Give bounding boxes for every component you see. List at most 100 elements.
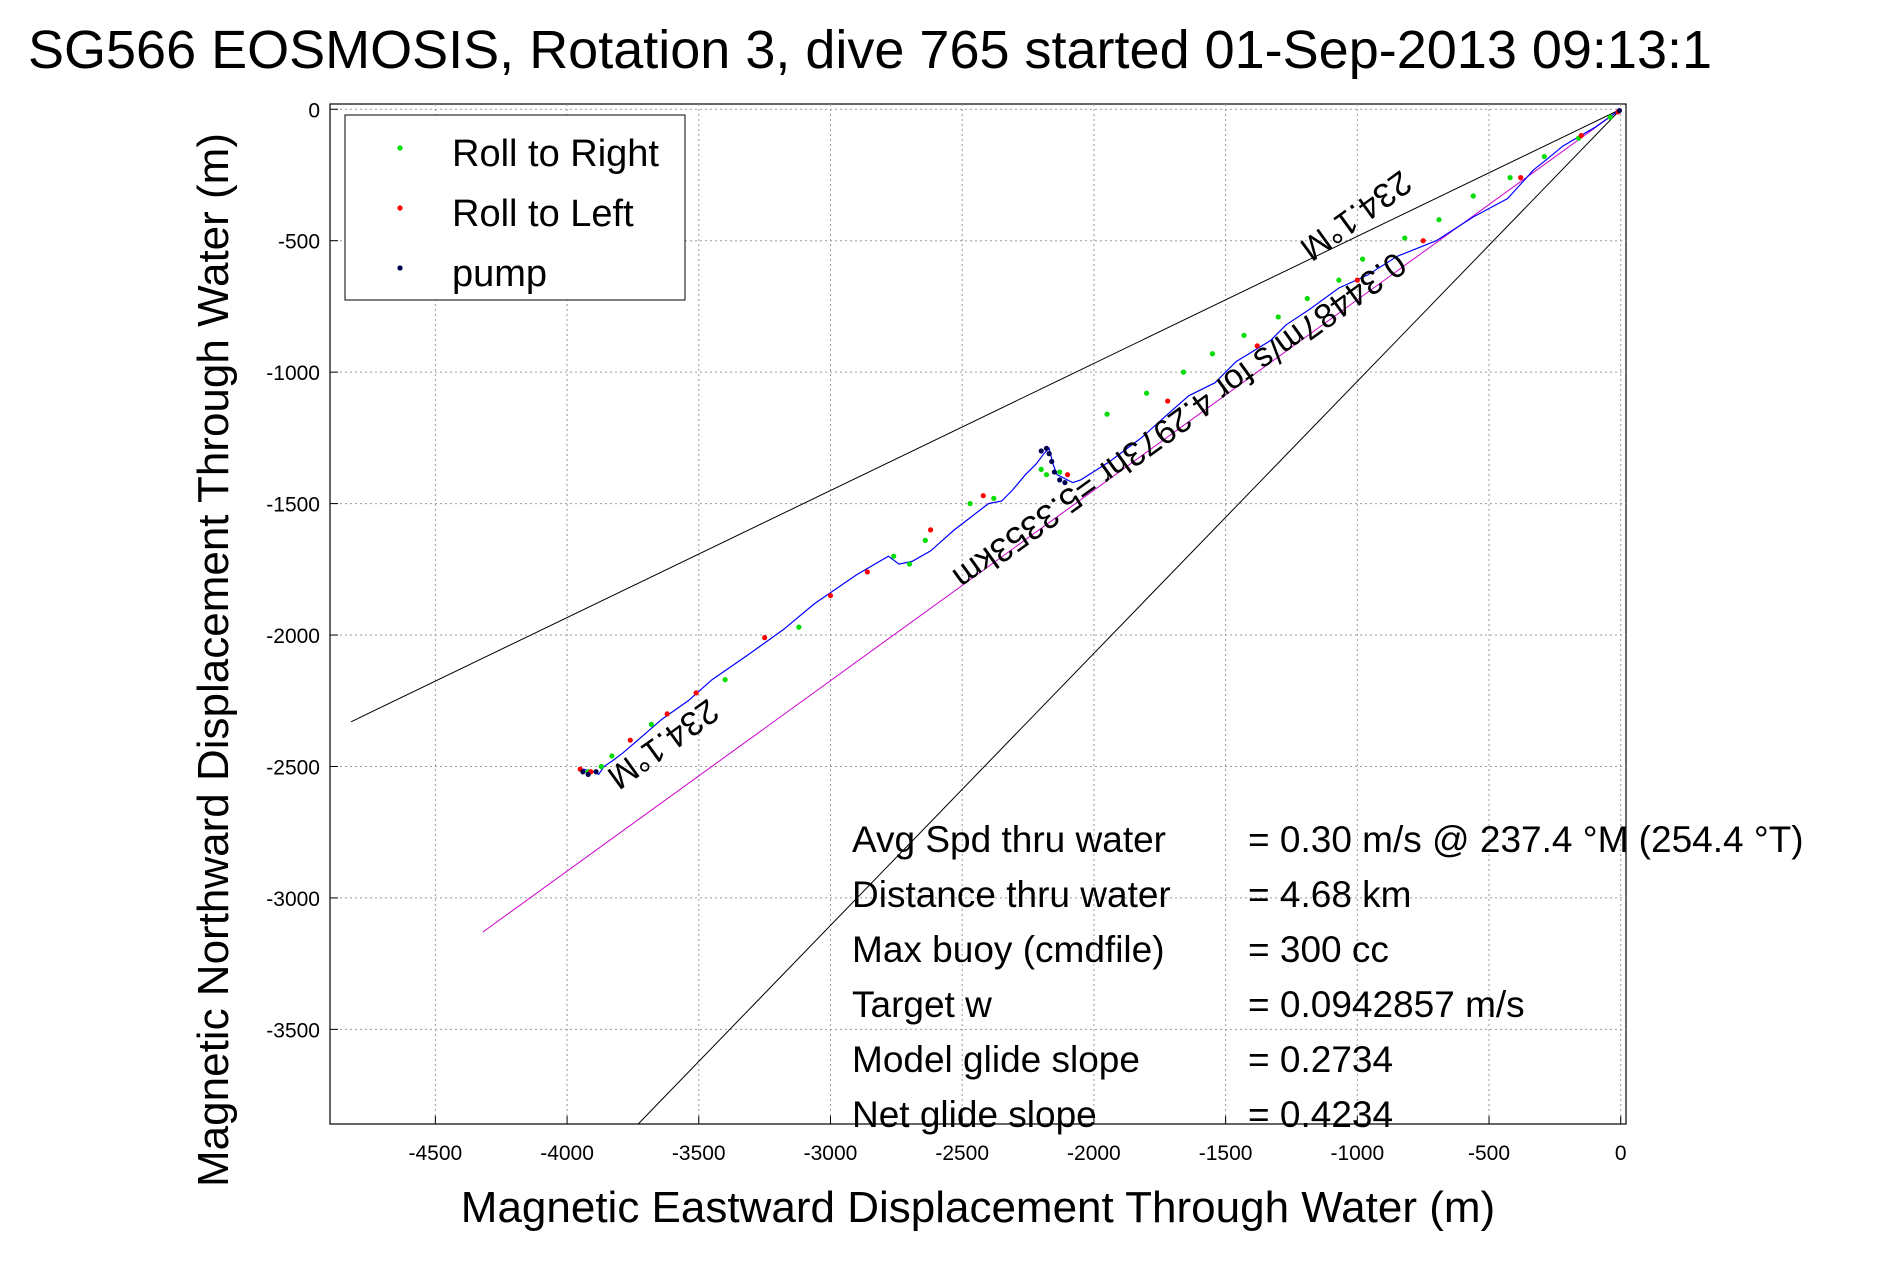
roll-right-point [1241, 332, 1247, 338]
roll-left-point [827, 592, 834, 599]
roll-right-point [906, 561, 913, 567]
stat-label: Net glide slope [852, 1094, 1097, 1135]
roll-left-point [762, 635, 768, 641]
stat-value: = 0.0942857 m/s [1248, 984, 1525, 1025]
roll-right-point [648, 721, 654, 728]
roll-right-point [1209, 351, 1216, 357]
x-tick-label: -3000 [804, 1142, 858, 1165]
track-layer [582, 108, 1622, 776]
marker-layer [577, 107, 1623, 777]
y-tick-label: -1500 [266, 494, 320, 517]
roll-left-point [980, 493, 986, 499]
legend-marker [397, 145, 403, 151]
y-tick-label: -2500 [266, 756, 320, 779]
roll-right-point [1470, 193, 1476, 199]
stat-label: Distance thru water [852, 874, 1171, 915]
roll-right-point [967, 500, 973, 507]
guide-line [637, 108, 1622, 1125]
roll-right-point [1143, 390, 1150, 396]
x-tick-label: -1500 [1199, 1142, 1253, 1165]
roll-right-point [598, 763, 604, 770]
roll-right-point [1038, 466, 1044, 473]
roll-right-point [1541, 153, 1547, 160]
pump-point [1046, 451, 1052, 457]
pump-point [1051, 469, 1057, 475]
legend: Roll to Right Roll to Left pump [344, 114, 686, 301]
pump-point [1062, 479, 1068, 486]
y-tick-label: -2000 [266, 625, 320, 648]
stat-label: Avg Spd thru water [852, 819, 1166, 860]
guide-line [350, 108, 1621, 723]
roll-left-point [1578, 132, 1584, 139]
y-tick-label: -3500 [266, 1019, 320, 1042]
roll-left-point [1254, 343, 1260, 349]
roll-right-point [1359, 256, 1366, 262]
legend-marker [397, 205, 403, 211]
stat-value: = 0.2734 [1248, 1039, 1393, 1080]
stat-label: Max buoy (cmdfile) [852, 929, 1165, 970]
roll-left-point [627, 737, 633, 743]
pump-point [1616, 107, 1623, 114]
stat-value: = 4.68 km [1248, 874, 1412, 915]
legend-label: Roll to Right [452, 133, 659, 175]
roll-right-point [1402, 235, 1408, 241]
roll-right-point [1436, 217, 1442, 223]
roll-left-point [693, 690, 699, 696]
roll-right-point [1104, 411, 1110, 417]
legend-label: pump [452, 253, 547, 295]
y-tick-label: -3000 [266, 888, 320, 911]
stat-label: Model glide slope [852, 1039, 1140, 1080]
stats-panel: Avg Spd thru water = 0.30 m/s @ 237.4 °M … [852, 819, 1804, 1135]
roll-right-point [922, 537, 928, 543]
y-tick-label: -500 [278, 231, 320, 254]
chart-title: SG566 EOSMOSIS, Rotation 3, dive 765 sta… [28, 20, 1712, 80]
pump-point [1043, 445, 1050, 451]
roll-right-point [1043, 472, 1050, 478]
x-tick-label: -2500 [935, 1142, 989, 1165]
y-axis-ticks: 0 -500 -1000 -1500 -2000 -2500 -3000 -3500 [266, 99, 338, 1042]
x-tick-label: -4000 [540, 1142, 594, 1165]
roll-right-point [609, 753, 615, 759]
stat-value: = 0.4234 [1248, 1094, 1393, 1135]
roll-right-point [1057, 469, 1063, 475]
roll-left-point [1354, 277, 1360, 283]
roll-right-point [1607, 114, 1613, 120]
grid-lines [330, 104, 1626, 1124]
roll-right-point [722, 677, 728, 683]
roll-right-point [1507, 175, 1513, 181]
roll-left-point [1420, 238, 1426, 244]
roll-right-point [796, 624, 802, 630]
roll-left-point [1064, 472, 1071, 478]
roll-right-point [1180, 369, 1187, 375]
y-tick-label: -1000 [266, 362, 320, 385]
x-axis-ticks: -4500 -4000 -3500 -3000 -2500 -2000 -1500 -1000… [409, 1116, 1627, 1165]
pump-point [1057, 477, 1063, 483]
stat-value: = 0.30 m/s @ 237.4 °M (254.4 °T) [1248, 819, 1804, 860]
roll-left-point [1518, 175, 1524, 181]
roll-right-point [891, 553, 897, 559]
y-axis-label: Magnetic Northward Displacement Through … [189, 133, 238, 1187]
roll-left-point [927, 527, 934, 533]
stat-value: = 300 cc [1248, 929, 1389, 970]
guide-line [482, 108, 1622, 933]
pump-point [585, 771, 591, 777]
pump-point [1038, 448, 1044, 454]
roll-left-point [864, 569, 870, 575]
y-tick-label: 0 [308, 99, 320, 122]
plot-area: 234.1°M0.34487m/s for 4.2973hr =5.3353km… [266, 99, 1627, 1165]
roll-right-point [991, 495, 997, 501]
roll-right-point [1336, 277, 1342, 283]
x-tick-label: -500 [1468, 1142, 1510, 1165]
stat-label: Target w [852, 984, 992, 1025]
roll-right-point [1304, 295, 1310, 302]
pump-point [593, 769, 599, 775]
guide-lines [350, 108, 1622, 1125]
pump-point [580, 769, 586, 775]
x-tick-label: -3500 [672, 1142, 726, 1165]
roll-left-point [1165, 398, 1171, 404]
x-tick-label: -1000 [1330, 1142, 1384, 1165]
x-tick-label: -4500 [409, 1142, 463, 1165]
legend-label: Roll to Left [452, 193, 634, 235]
track-line [582, 108, 1622, 776]
